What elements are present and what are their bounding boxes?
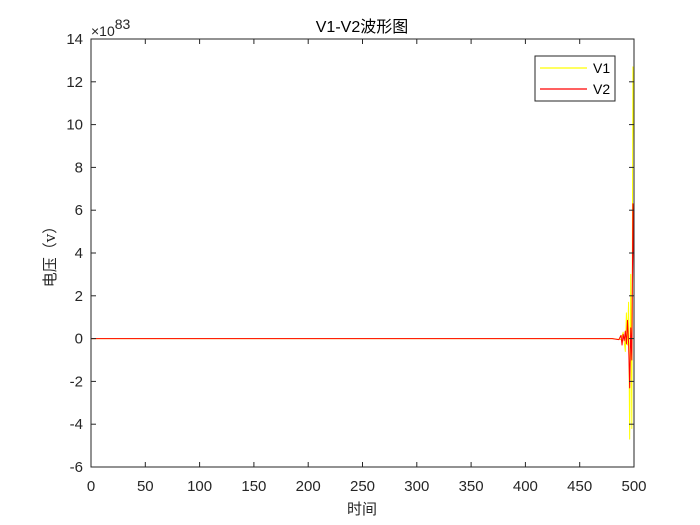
y-axis-exponent-base: ×10 (91, 23, 115, 39)
x-tick-label: 100 (187, 478, 212, 495)
legend-v2-label: V2 (593, 81, 610, 97)
y-tick-label: -2 (70, 373, 83, 390)
x-tick-label: 250 (350, 478, 375, 495)
legend-box (534, 55, 616, 102)
x-tick-label: 350 (459, 478, 484, 495)
legend-v1-label: V1 (593, 60, 610, 76)
y-tick-label: 12 (66, 74, 83, 91)
series-layer (91, 66, 635, 440)
y-tick-label: 0 (75, 331, 83, 348)
y-tick-label: 6 (75, 202, 83, 219)
y-axis-label: 电压（v） (41, 219, 59, 287)
x-tick-label: 400 (513, 478, 538, 495)
y-tick-label: -6 (70, 459, 83, 476)
y-tick-label: 2 (75, 288, 83, 305)
x-tick-label: 450 (567, 478, 592, 495)
chart-title: V1-V2波形图 (316, 18, 408, 36)
y-axis-exponent-power: 83 (115, 16, 131, 32)
x-tick-label: 150 (241, 478, 266, 495)
y-tick-label: 8 (75, 159, 83, 176)
axes-layer: 0 50 100 150 200 250 300 350 400 450 500 -6 -4 -2 0 2 4 6… (66, 31, 646, 495)
x-tick-label: 50 (137, 478, 154, 495)
x-tick-label: 200 (296, 478, 321, 495)
x-tick-label: 300 (404, 478, 429, 495)
series-line-v2 (91, 203, 635, 389)
legend[interactable]: V1 V2 (534, 55, 616, 102)
plot-area (91, 39, 634, 467)
x-tick-label: 0 (87, 478, 95, 495)
y-tick-label: 10 (66, 117, 83, 134)
x-tick-label: 500 (621, 478, 646, 495)
y-tick-label: -4 (70, 416, 83, 433)
y-axis-exponent: ×1083 (91, 16, 131, 39)
y-tick-label: 4 (75, 245, 83, 262)
x-axis-label: 时间 (347, 500, 377, 518)
y-tick-label: 14 (66, 31, 83, 48)
